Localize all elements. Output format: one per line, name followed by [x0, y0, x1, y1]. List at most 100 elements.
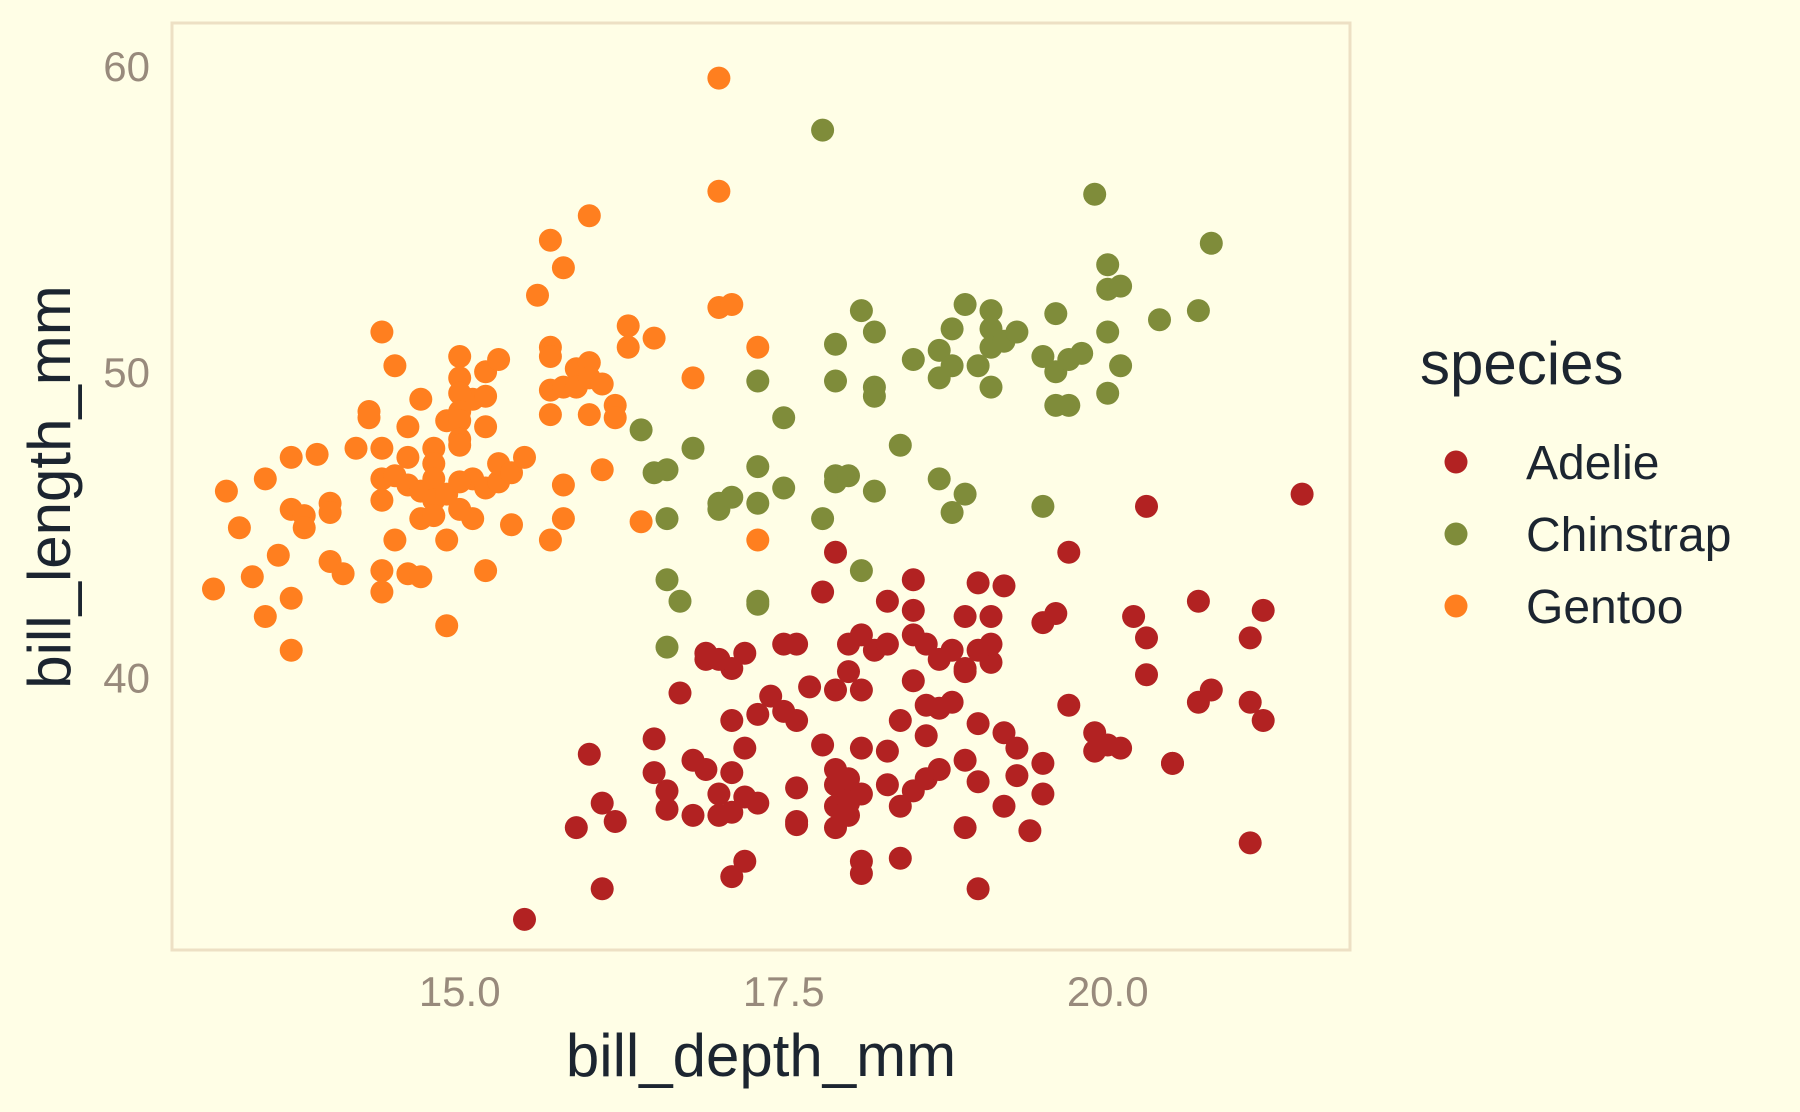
point-gentoo [448, 381, 472, 405]
point-adelie [979, 632, 1003, 656]
y-tick-label: 50 [103, 349, 150, 396]
point-adelie [953, 605, 977, 628]
point-gentoo [538, 345, 562, 368]
point-chinstrap [849, 299, 873, 323]
point-adelie [785, 632, 809, 656]
point-chinstrap [862, 320, 886, 344]
point-chinstrap [979, 299, 1003, 323]
point-adelie [1031, 751, 1055, 775]
point-chinstrap [1096, 381, 1120, 405]
point-gentoo [214, 479, 238, 503]
point-adelie [513, 907, 536, 931]
point-adelie [642, 761, 666, 785]
point-chinstrap [668, 589, 692, 613]
point-chinstrap [746, 455, 770, 479]
point-adelie [1057, 693, 1081, 717]
point-gentoo [409, 387, 433, 411]
point-chinstrap [629, 418, 653, 442]
point-adelie [811, 580, 835, 604]
point-chinstrap [1031, 494, 1055, 518]
point-adelie [992, 721, 1016, 745]
point-adelie [759, 684, 783, 708]
point-chinstrap [1070, 341, 1094, 365]
point-gentoo [616, 314, 640, 338]
point-adelie [603, 810, 627, 833]
point-adelie [824, 540, 847, 564]
series-chinstrap [629, 118, 1223, 659]
series-gentoo [202, 66, 770, 662]
point-gentoo [279, 586, 303, 610]
point-adelie [1135, 663, 1158, 687]
point-adelie [953, 816, 977, 840]
point-chinstrap [901, 348, 925, 371]
point-gentoo [746, 528, 770, 552]
point-gentoo [435, 528, 459, 552]
point-chinstrap [888, 433, 912, 457]
point-adelie [940, 638, 964, 662]
point-chinstrap [655, 635, 679, 659]
series-adelie [513, 482, 1314, 931]
point-chinstrap [862, 479, 886, 503]
point-chinstrap [849, 559, 873, 583]
legend-item-gentoo: Gentoo [1444, 581, 1683, 634]
point-adelie [1018, 819, 1042, 843]
point-gentoo [383, 354, 407, 378]
point-adelie [590, 791, 614, 815]
point-gentoo [266, 543, 290, 567]
point-gentoo [422, 504, 446, 528]
point-gentoo [435, 614, 459, 638]
point-adelie [733, 785, 757, 809]
legend-entries: Adelie Chinstrap Gentoo [1444, 437, 1731, 634]
point-gentoo [279, 445, 303, 469]
y-tick-label: 60 [103, 43, 150, 90]
point-chinstrap [1148, 308, 1171, 332]
point-gentoo [253, 467, 277, 491]
point-adelie [837, 660, 860, 684]
point-adelie [953, 660, 977, 684]
point-adelie [1186, 589, 1210, 613]
point-adelie [655, 797, 679, 821]
point-gentoo [551, 256, 575, 280]
point-adelie [888, 709, 912, 732]
point-adelie [849, 736, 873, 760]
point-chinstrap [940, 317, 964, 341]
point-gentoo [240, 565, 264, 589]
point-adelie [1057, 540, 1081, 564]
point-adelie [564, 816, 588, 840]
point-chinstrap [940, 501, 964, 524]
point-adelie [824, 678, 847, 702]
point-adelie [681, 803, 705, 827]
point-adelie [707, 647, 731, 671]
legend-label: Gentoo [1526, 581, 1683, 634]
point-adelie [849, 849, 873, 873]
point-gentoo [370, 559, 394, 583]
point-adelie [785, 776, 809, 800]
point-chinstrap [655, 568, 679, 592]
point-adelie [1044, 602, 1068, 625]
point-gentoo [292, 516, 316, 540]
point-chinstrap [1005, 320, 1029, 344]
point-adelie [927, 758, 951, 781]
point-adelie [1238, 626, 1262, 650]
points-layer [202, 66, 1314, 931]
point-chinstrap [953, 482, 977, 506]
point-adelie [966, 712, 990, 736]
x-tick-label: 20.0 [1067, 968, 1149, 1015]
point-gentoo [487, 348, 511, 371]
legend-key-gentoo [1444, 594, 1468, 618]
point-gentoo [500, 513, 523, 537]
point-adelie [966, 877, 990, 901]
point-adelie [1238, 831, 1262, 855]
point-gentoo [513, 445, 536, 469]
point-chinstrap [1109, 354, 1133, 378]
point-gentoo [448, 433, 472, 457]
point-gentoo [396, 445, 420, 469]
point-gentoo [590, 372, 614, 396]
point-adelie [785, 709, 809, 732]
point-chinstrap [1096, 253, 1120, 277]
point-adelie [655, 779, 679, 803]
point-chinstrap [1044, 302, 1068, 326]
legend-key-adelie [1444, 450, 1468, 474]
point-adelie [914, 724, 938, 748]
point-gentoo [227, 516, 251, 540]
